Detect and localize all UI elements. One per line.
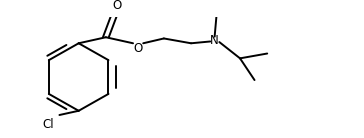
Text: O: O <box>112 0 121 12</box>
Text: O: O <box>134 42 143 55</box>
Text: N: N <box>210 34 219 47</box>
Text: Cl: Cl <box>42 118 54 131</box>
